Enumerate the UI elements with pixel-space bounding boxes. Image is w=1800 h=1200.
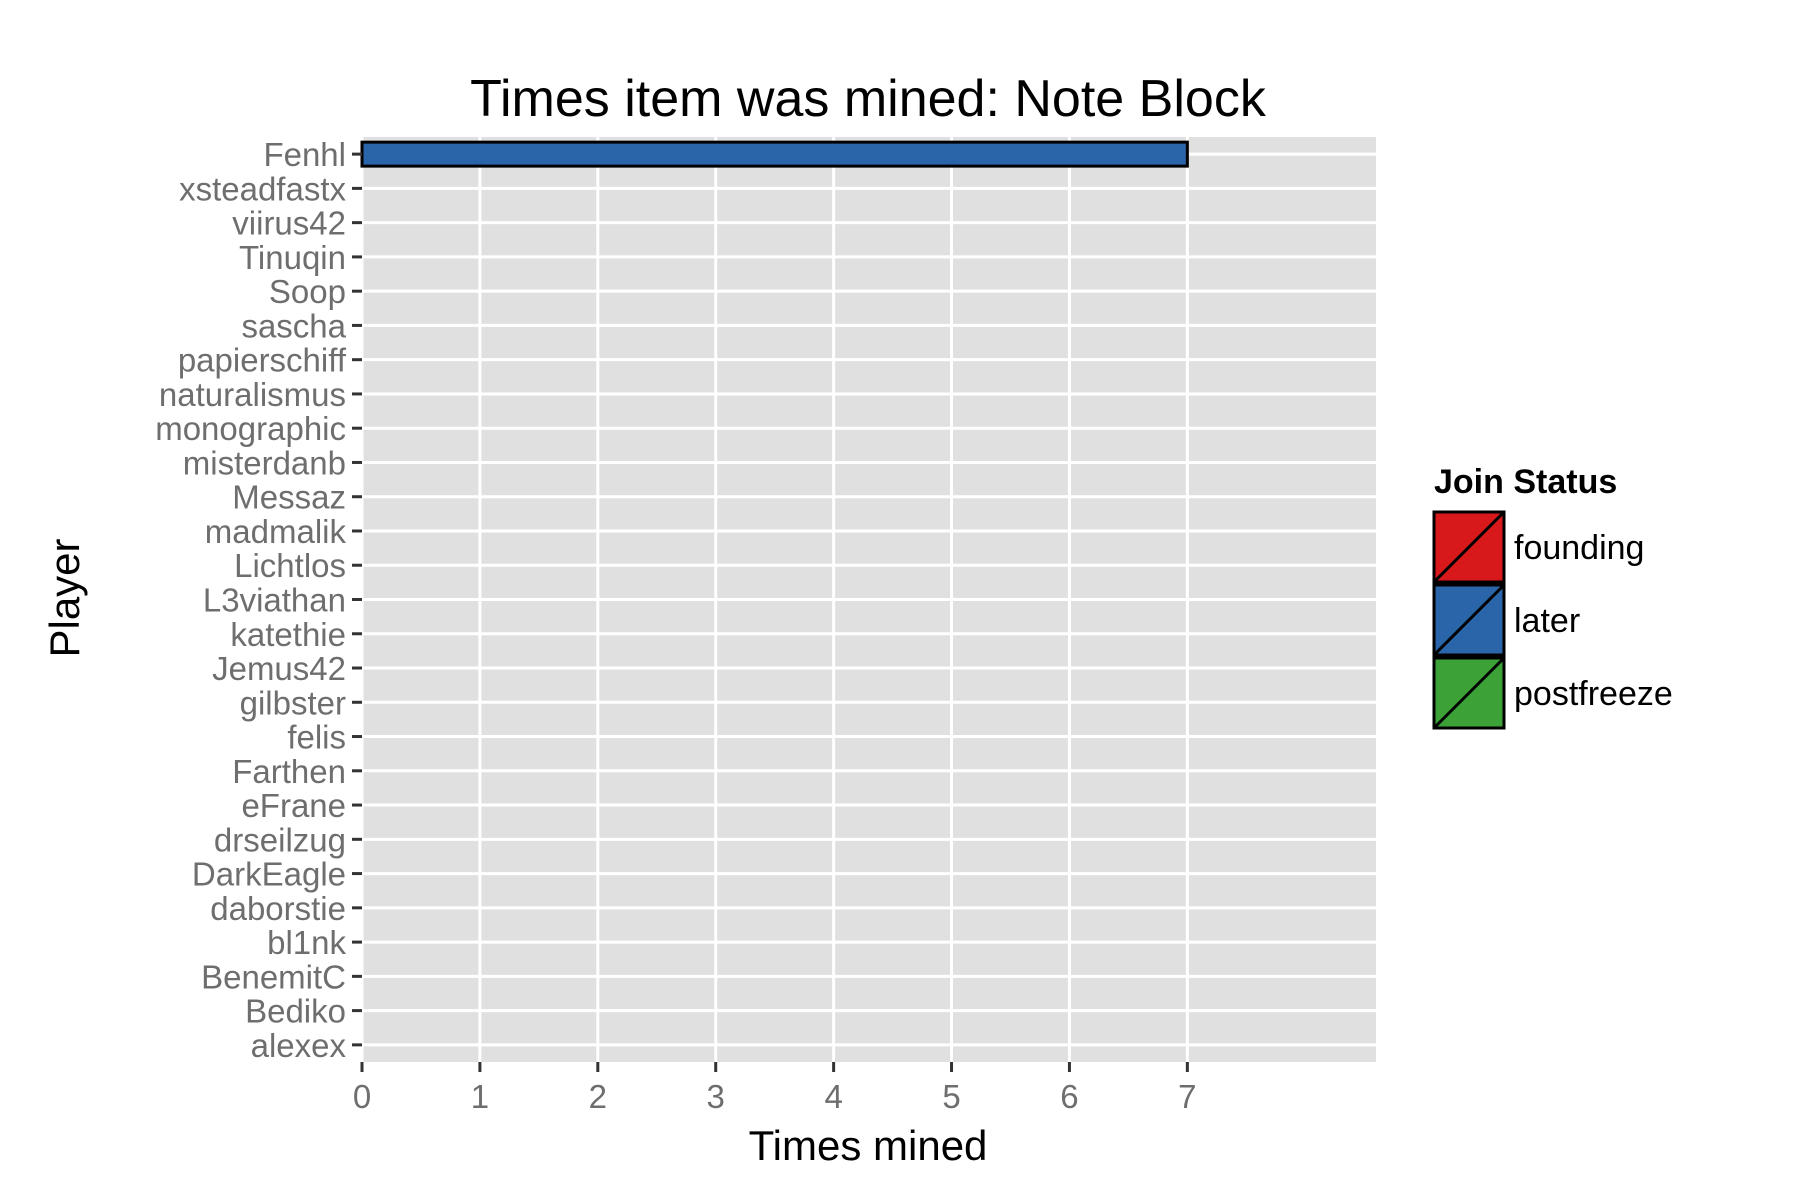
legend-title: Join Status — [1434, 463, 1617, 501]
x-tick-label: 3 — [707, 1078, 725, 1115]
y-tick-label: BenemitC — [201, 958, 346, 995]
bar-Fenhl — [360, 140, 1189, 168]
y-tick-label: L3viathan — [203, 582, 346, 619]
y-tick-label: viirus42 — [232, 205, 346, 242]
x-tick-label: 6 — [1060, 1078, 1078, 1115]
y-tick-label: xsteadfastx — [179, 170, 346, 207]
y-tick-label: felis — [287, 719, 346, 756]
y-tick-label: naturalismus — [159, 376, 346, 413]
y-tick-label: papierschiff — [178, 342, 347, 379]
legend: Join Status founding later postfreeze — [1432, 463, 1673, 730]
y-tick-label: katethie — [230, 616, 346, 653]
y-axis-label: Player — [41, 538, 88, 657]
y-tick-label: Lichtlos — [234, 547, 346, 584]
x-tick-label: 7 — [1178, 1078, 1196, 1115]
y-tick-label: sascha — [241, 307, 346, 344]
y-tick-label: Bediko — [245, 993, 346, 1030]
x-axis-label: Times mined — [749, 1122, 988, 1169]
y-tick-label: monographic — [155, 410, 346, 447]
y-tick-label: Tinuqin — [239, 239, 346, 276]
x-axis: 0 1 2 3 4 5 6 7 — [353, 1062, 1197, 1115]
legend-label-postfreeze: postfreeze — [1514, 675, 1673, 713]
legend-key-slash — [1432, 583, 1506, 657]
y-tick-label: gilbster — [240, 684, 346, 721]
y-tick-label: bl1nk — [267, 924, 346, 961]
legend-label-later: later — [1514, 602, 1580, 640]
x-tick-label: 1 — [471, 1078, 489, 1115]
y-tick-label: daborstie — [210, 890, 346, 927]
y-tick-label: DarkEagle — [192, 856, 346, 893]
x-tick-label: 4 — [824, 1078, 842, 1115]
y-tick-label: eFrane — [241, 787, 346, 824]
chart-title: Times item was mined: Note Block — [470, 70, 1267, 128]
y-axis: Fenhlxsteadfastxviirus42TinuqinSoopsasch… — [155, 136, 362, 1064]
y-tick-label: Fenhl — [263, 136, 346, 173]
y-tick-label: Soop — [269, 273, 346, 310]
x-tick-label: 0 — [353, 1078, 371, 1115]
bars — [360, 140, 1189, 168]
y-tick-label: madmalik — [205, 513, 347, 550]
y-tick-label: Farthen — [232, 753, 346, 790]
legend-key-slash — [1432, 656, 1506, 730]
y-tick-label: Messaz — [232, 479, 346, 516]
x-tick-label: 2 — [589, 1078, 607, 1115]
y-tick-label: Jemus42 — [212, 650, 346, 687]
y-tick-label: drseilzug — [214, 821, 346, 858]
y-tick-label: alexex — [251, 1027, 347, 1064]
x-tick-label: 5 — [942, 1078, 960, 1115]
legend-key-slash — [1432, 510, 1506, 584]
y-tick-label: misterdanb — [183, 444, 346, 481]
legend-label-founding: founding — [1514, 529, 1644, 567]
